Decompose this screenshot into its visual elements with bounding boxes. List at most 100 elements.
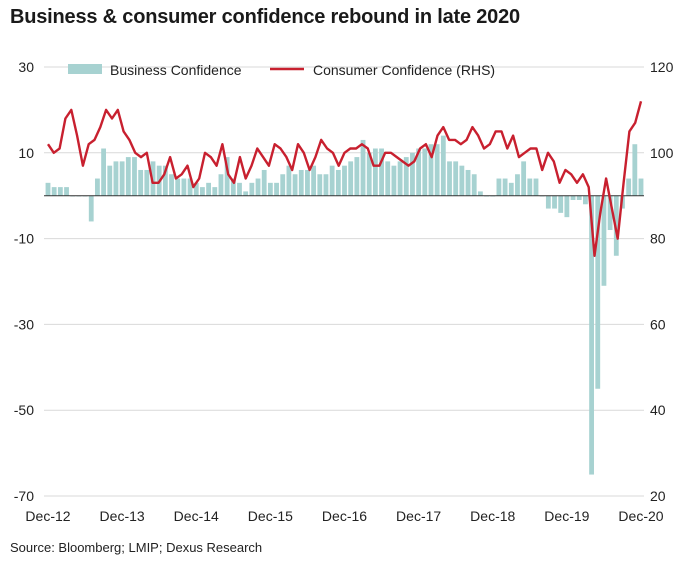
business-confidence-bar (558, 195, 564, 213)
business-confidence-bar (107, 165, 113, 196)
business-confidence-bar (218, 174, 224, 196)
business-confidence-bar (576, 195, 582, 200)
business-confidence-bar (175, 178, 181, 196)
business-confidence-bar (570, 195, 576, 200)
x-tick-label: Dec-18 (470, 508, 515, 524)
business-confidence-bar (237, 182, 242, 196)
consumer-confidence-line (47, 100, 643, 258)
business-confidence-bar (354, 157, 360, 196)
business-confidence-bar (323, 174, 329, 196)
consumer-confidence-polyline (47, 100, 643, 258)
business-confidence-bar (169, 174, 174, 196)
legend-business-label: Business Confidence (110, 62, 242, 78)
y-axis-left-labels: 30 10 -10 -30 -50 -70 (14, 59, 34, 504)
business-confidence-bar (95, 178, 100, 196)
business-confidence-bar (150, 161, 156, 196)
business-confidence-bar (342, 165, 347, 196)
business-confidence-bar (632, 144, 638, 196)
business-confidence-bar (243, 191, 249, 196)
business-confidence-bar (397, 161, 403, 196)
business-confidence-bar (317, 174, 323, 196)
business-confidence-bar (51, 187, 57, 196)
legend-business-swatch (68, 64, 102, 74)
business-confidence-bar (206, 182, 212, 196)
business-confidence-bar (564, 195, 570, 218)
business-confidence-bar (360, 139, 366, 196)
y-right-tick-label: 20 (650, 488, 666, 504)
business-confidence-bar (496, 178, 502, 196)
y-right-tick-label: 100 (650, 145, 674, 161)
business-confidence-bar (267, 182, 273, 196)
business-confidence-bar (348, 161, 354, 196)
business-confidence-bar (440, 135, 446, 196)
business-confidence-bar (453, 161, 459, 196)
business-confidence-bar (57, 187, 63, 196)
business-confidence-bar (515, 174, 520, 196)
chart-title: Business & consumer confidence rebound i… (10, 6, 520, 28)
business-confidence-bar (428, 144, 434, 196)
business-confidence-bar (595, 195, 601, 389)
business-confidence-bar (255, 178, 261, 196)
business-confidence-bar (626, 178, 632, 196)
business-confidence-bar (329, 165, 335, 196)
business-confidence-bar (582, 195, 588, 205)
business-confidence-bar (45, 182, 51, 196)
business-confidence-bar (280, 174, 286, 196)
business-confidence-bar (200, 187, 205, 196)
x-tick-label: Dec-15 (248, 508, 293, 524)
business-confidence-bar (119, 161, 125, 196)
y-axis-right-labels: 120 100 80 60 40 20 (650, 59, 674, 504)
business-confidence-bar (224, 157, 230, 196)
business-confidence-bar (261, 169, 267, 196)
business-confidence-bar (416, 148, 422, 196)
business-confidence-bar (305, 169, 310, 196)
legend: Business Confidence Consumer Confidence (… (68, 62, 495, 78)
business-confidence-bar (477, 191, 483, 196)
business-confidence-bar (403, 157, 409, 196)
business-confidence-bar (379, 148, 384, 196)
gridlines (44, 66, 644, 497)
x-tick-label: Dec-19 (544, 508, 589, 524)
x-tick-label: Dec-17 (396, 508, 441, 524)
x-tick-label: Dec-12 (25, 508, 70, 524)
business-confidence-bar (638, 178, 644, 196)
y-left-tick-label: -10 (14, 231, 34, 247)
business-confidence-bar (230, 178, 236, 196)
x-tick-label: Dec-14 (174, 508, 219, 524)
business-confidence-bar (447, 161, 452, 196)
business-confidence-bar (410, 152, 415, 196)
y-left-tick-label: 30 (18, 59, 34, 75)
business-confidence-bar (298, 169, 304, 196)
business-confidence-bar (552, 195, 557, 209)
business-confidence-bar (249, 182, 255, 196)
business-confidence-bar (187, 178, 193, 196)
business-confidence-bar (508, 182, 514, 196)
business-confidence-bars (45, 135, 644, 475)
business-confidence-bar (589, 195, 594, 475)
y-left-tick-label: 10 (18, 145, 34, 161)
business-confidence-bar (521, 161, 527, 196)
business-confidence-bar (181, 178, 187, 196)
business-confidence-bar (193, 182, 199, 196)
business-confidence-bar (391, 165, 397, 196)
business-confidence-bar (311, 165, 317, 196)
business-confidence-bar (366, 152, 372, 196)
business-confidence-bar (434, 144, 440, 196)
business-confidence-bar (385, 161, 391, 196)
business-confidence-bar (132, 157, 137, 196)
business-confidence-bar (545, 195, 551, 209)
business-confidence-bar (459, 165, 465, 196)
business-confidence-bar (527, 178, 533, 196)
business-confidence-bar (64, 187, 69, 196)
y-left-tick-label: -50 (14, 402, 34, 418)
x-axis-labels: Dec-12 Dec-13 Dec-14 Dec-15 Dec-16 Dec-17 Dec-… (25, 508, 663, 524)
business-confidence-bar (292, 174, 298, 196)
business-confidence-bar (138, 169, 144, 196)
business-confidence-bar (144, 169, 150, 196)
business-confidence-bar (607, 195, 613, 231)
business-confidence-bar (212, 187, 218, 196)
business-confidence-bar (125, 157, 131, 196)
business-confidence-bar (335, 169, 341, 196)
x-tick-label: Dec-20 (618, 508, 663, 524)
